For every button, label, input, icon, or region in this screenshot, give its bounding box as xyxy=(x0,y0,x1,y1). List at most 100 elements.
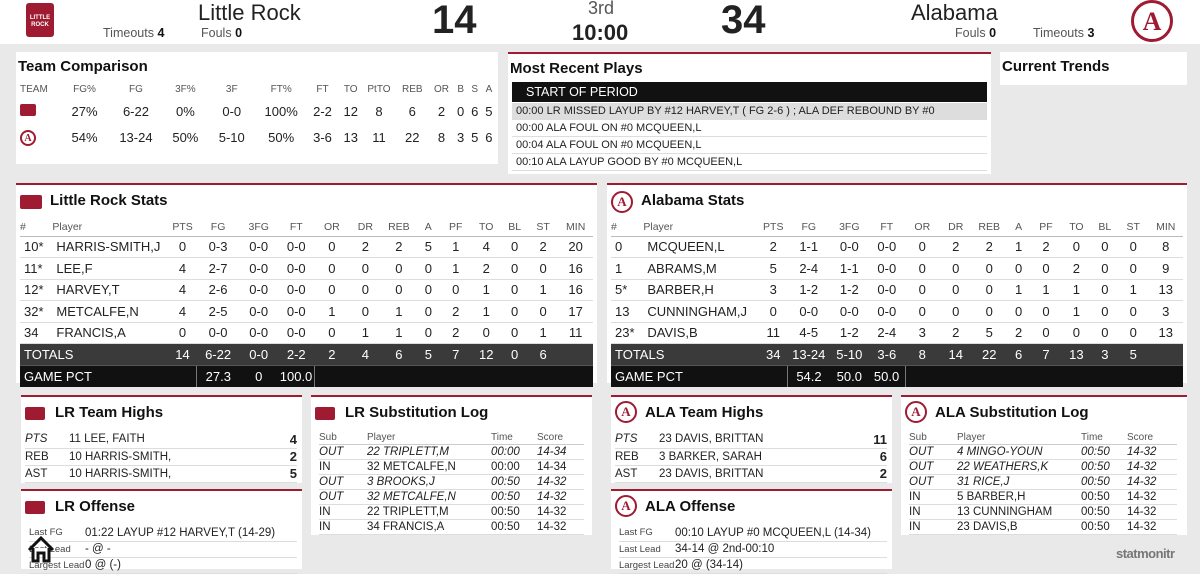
table-row: IN 34 FRANCIS,A 00:50 14-32 xyxy=(319,519,584,535)
table-row: 34 FRANCIS,A 0 0-0 0-0 0-0 0 1 1 0 2 0 0 1 11 xyxy=(20,322,593,344)
away-timeouts: Timeouts 3 xyxy=(1033,26,1095,40)
home-team-logo: LITTLE ROCK xyxy=(26,3,54,37)
team-comparison-row-ala: A 54% 13-24 50% 5-10 50% 3-6 13 11 22 8 3 5 6 xyxy=(20,124,496,150)
table-row: OUT 3 BROOKS,J 00:50 14-32 xyxy=(319,474,584,490)
recent-plays-panel: Most Recent Plays START OF PERIOD 00:00 … xyxy=(508,52,991,174)
ala-offense-table: Last FG 00:10 LAYUP #0 MCQUEEN,L (14-34) … xyxy=(619,525,887,574)
away-team-name: Alabama xyxy=(911,0,998,25)
scoreboard: LITTLE ROCK Timeouts 4 Little Rock Fouls… xyxy=(0,0,1200,45)
plays-list: 00:00 LR MISSED LAYUP BY #12 HARVEY,T ( … xyxy=(508,103,991,171)
team-comparison-panel: Team Comparison TEAM FG% FG 3F% 3F FT% F… xyxy=(16,52,498,164)
statmonitr-logo: statmonitr xyxy=(1116,546,1175,561)
ala-logo-icon: A xyxy=(611,191,633,213)
table-row: 23* DAVIS,B 11 4-5 1-2 2-4 3 2 5 2 0 0 0 0 13 xyxy=(611,322,1183,344)
period: 3rd xyxy=(588,0,615,18)
lr-logo-icon xyxy=(20,103,36,116)
lr-stats-panel: Little Rock Stats # Player PTS FG 3FG FT… xyxy=(16,183,597,387)
table-row: Last Lead 34-14 @ 2nd-00:10 xyxy=(619,541,887,558)
table-row: 12* HARVEY,T 4 2-6 0-0 0-0 0 0 0 0 0 1 0 1 16 xyxy=(20,279,593,301)
table-row: IN 32 METCALFE,N 00:00 14-34 xyxy=(319,459,584,475)
table-row: 0 MCQUEEN,L 2 1-1 0-0 0-0 0 2 2 1 2 0 0 0 8 xyxy=(611,236,1183,258)
home-timeouts: Timeouts 4 xyxy=(103,26,165,40)
table-row: IN 22 TRIPLETT,M 00:50 14-32 xyxy=(319,504,584,520)
table-row: 5* BARBER,H 3 1-2 1-2 0-0 0 0 0 1 1 1 0 1 13 xyxy=(611,279,1183,301)
table-row: AST 23 DAVIS, BRITTAN 2 xyxy=(615,465,887,483)
lr-team-highs-panel: LR Team Highs PTS 11 LEE, FAITH 4 REB 10 HA… xyxy=(21,395,302,483)
table-row: Last Lead- @ - xyxy=(29,541,297,558)
ala-stats-panel: A Alabama Stats # Player PTS FG 3FG FT O… xyxy=(607,183,1187,387)
ala-team-highs-title: ALA Team Highs xyxy=(645,404,764,421)
table-row: OUT 22 WEATHERS,K 00:50 14-32 xyxy=(909,459,1177,475)
table-row: Last FG 00:10 LAYUP #0 MCQUEEN,L (14-34) xyxy=(619,525,887,542)
lr-logo-icon xyxy=(25,407,45,420)
ala-stats-table: # Player PTS FG 3FG FT OR DR REB A PF TO… xyxy=(611,218,1183,387)
ala-team-highs-table: PTS 23 DAVIS, BRITTAN 11 REB 3 BARKER, SARA… xyxy=(615,431,887,483)
team-comparison-title: Team Comparison xyxy=(18,58,148,75)
play-item: 00:04 ALA FOUL ON #0 MCQUEEN,L xyxy=(512,137,987,154)
ala-sub-log-table: Sub Player Time Score OUT 4 MINGO-YOUN 00:50 1… xyxy=(909,431,1177,535)
home-team-name: Little Rock xyxy=(198,0,301,25)
table-row: 11* LEE,F 4 2-7 0-0 0-0 0 0 0 0 1 2 0 0 16 xyxy=(20,257,593,280)
table-row: 32* METCALFE,N 4 2-5 0-0 0-0 1 0 1 0 2 1 0 0 17 xyxy=(20,300,593,323)
away-team-logo: A xyxy=(1131,0,1173,42)
game-pct-row: GAME PCT 54.2 50.0 50.0 xyxy=(611,365,1183,387)
play-item: 00:00 LR MISSED LAYUP BY #12 HARVEY,T ( … xyxy=(512,103,987,120)
ala-stats-title: Alabama Stats xyxy=(641,192,745,209)
ala-sub-log-title: ALA Substitution Log xyxy=(935,404,1089,421)
table-row: 10* HARRIS-SMITH,J 0 0-3 0-0 0-0 0 2 2 5 1 4 0 2 20 xyxy=(20,236,593,258)
play-item: 00:10 ALA LAYUP GOOD BY #0 MCQUEEN,L xyxy=(512,154,987,171)
start-of-period-bar: START OF PERIOD xyxy=(512,82,987,102)
table-row: IN 5 BARBER,H 00:50 14-32 xyxy=(909,489,1177,505)
table-row: PTS 23 DAVIS, BRITTAN 11 xyxy=(615,431,887,449)
table-row: IN 23 DAVIS,B 00:50 14-32 xyxy=(909,519,1177,535)
table-row: Last FG 01:22 LAYUP #12 HARVEY,T (14-29) xyxy=(29,525,297,542)
current-trends-title: Current Trends xyxy=(1002,58,1110,75)
table-row: Largest Lead 20 @ (34-14) xyxy=(619,557,887,574)
ala-logo-icon: A xyxy=(905,401,927,423)
ala-logo-icon: A xyxy=(615,401,637,423)
ala-offense-title: ALA Offense xyxy=(645,498,736,515)
game-clock: 10:00 xyxy=(572,20,629,45)
table-row: 13 CUNNINGHAM,J 0 0-0 0-0 0-0 0 0 0 0 0 1 0 0 3 xyxy=(611,300,1183,323)
lr-logo-icon xyxy=(315,407,335,420)
game-pct-row: GAME PCT 27.3 0 100.0 xyxy=(20,365,593,387)
lr-stats-title: Little Rock Stats xyxy=(50,192,168,209)
lr-sub-log-panel: LR Substitution Log Sub Player Time Score O… xyxy=(311,395,592,535)
lr-team-highs-title: LR Team Highs xyxy=(55,404,164,421)
table-row: OUT 31 RICE,J 00:50 14-32 xyxy=(909,474,1177,490)
team-comparison-row-lr: 27% 6-22 0% 0-0 100% 2-2 12 8 6 2 0 6 5 xyxy=(20,98,496,124)
away-score: 34 xyxy=(721,0,766,42)
team-comparison-table: TEAM FG% FG 3F% 3F FT% FT TO PtTO REB OR… xyxy=(20,80,496,150)
table-row: OUT 22 TRIPLETT,M 00:00 14-34 xyxy=(319,444,584,460)
table-row: OUT 32 METCALFE,N 00:50 14-32 xyxy=(319,489,584,505)
table-row: PTS 11 LEE, FAITH 4 xyxy=(25,431,297,449)
ala-logo-icon: A xyxy=(615,495,637,517)
ala-logo-icon: A xyxy=(20,129,36,146)
home-score: 14 xyxy=(432,0,477,42)
lr-offense-table: Last FG 01:22 LAYUP #12 HARVEY,T (14-29) … xyxy=(29,525,297,574)
recent-plays-title: Most Recent Plays xyxy=(510,60,643,77)
totals-row: TOTALS 14 6-22 0-0 2-2 2 4 6 5 7 12 0 6 xyxy=(20,343,593,366)
lr-stats-table: # Player PTS FG 3FG FT OR DR REB A PF TO… xyxy=(20,218,593,387)
ala-sub-log-panel: A ALA Substitution Log Sub Player Time Scor… xyxy=(901,395,1187,535)
table-row: REB 10 HARRIS-SMITH, 2 xyxy=(25,448,297,466)
table-row: REB 3 BARKER, SARAH 6 xyxy=(615,448,887,466)
lr-offense-title: LR Offense xyxy=(55,498,136,515)
home-fouls: Fouls 0 xyxy=(201,26,243,40)
table-row: OUT 4 MINGO-YOUN 00:50 14-32 xyxy=(909,444,1177,460)
play-item: 00:00 ALA FOUL ON #0 MCQUEEN,L xyxy=(512,120,987,137)
lr-logo-icon xyxy=(20,195,42,209)
home-icon[interactable] xyxy=(25,533,57,565)
ala-team-highs-panel: A ALA Team Highs PTS 23 DAVIS, BRITTAN 11 … xyxy=(611,395,892,483)
lr-logo-icon xyxy=(25,501,45,514)
table-row: Largest Lead 0 @ (-) xyxy=(29,557,297,574)
lr-sub-log-title: LR Substitution Log xyxy=(345,404,489,421)
lr-offense-panel: LR Offense Last FG 01:22 LAYUP #12 HARVEY… xyxy=(21,489,302,574)
current-trends-panel: Current Trends xyxy=(1000,52,1187,85)
ala-offense-panel: A ALA Offense Last FG 00:10 LAYUP #0 MCQU… xyxy=(611,489,892,574)
table-row: AST 10 HARRIS-SMITH, 5 xyxy=(25,465,297,483)
away-fouls: Fouls 0 xyxy=(955,26,997,40)
lr-team-highs-table: PTS 11 LEE, FAITH 4 REB 10 HARRIS-SMITH, 2 A… xyxy=(25,431,297,483)
table-row: IN 13 CUNNINGHAM 00:50 14-32 xyxy=(909,504,1177,520)
table-row: 1 ABRAMS,M 5 2-4 1-1 0-0 0 0 0 0 0 2 0 0 9 xyxy=(611,257,1183,280)
